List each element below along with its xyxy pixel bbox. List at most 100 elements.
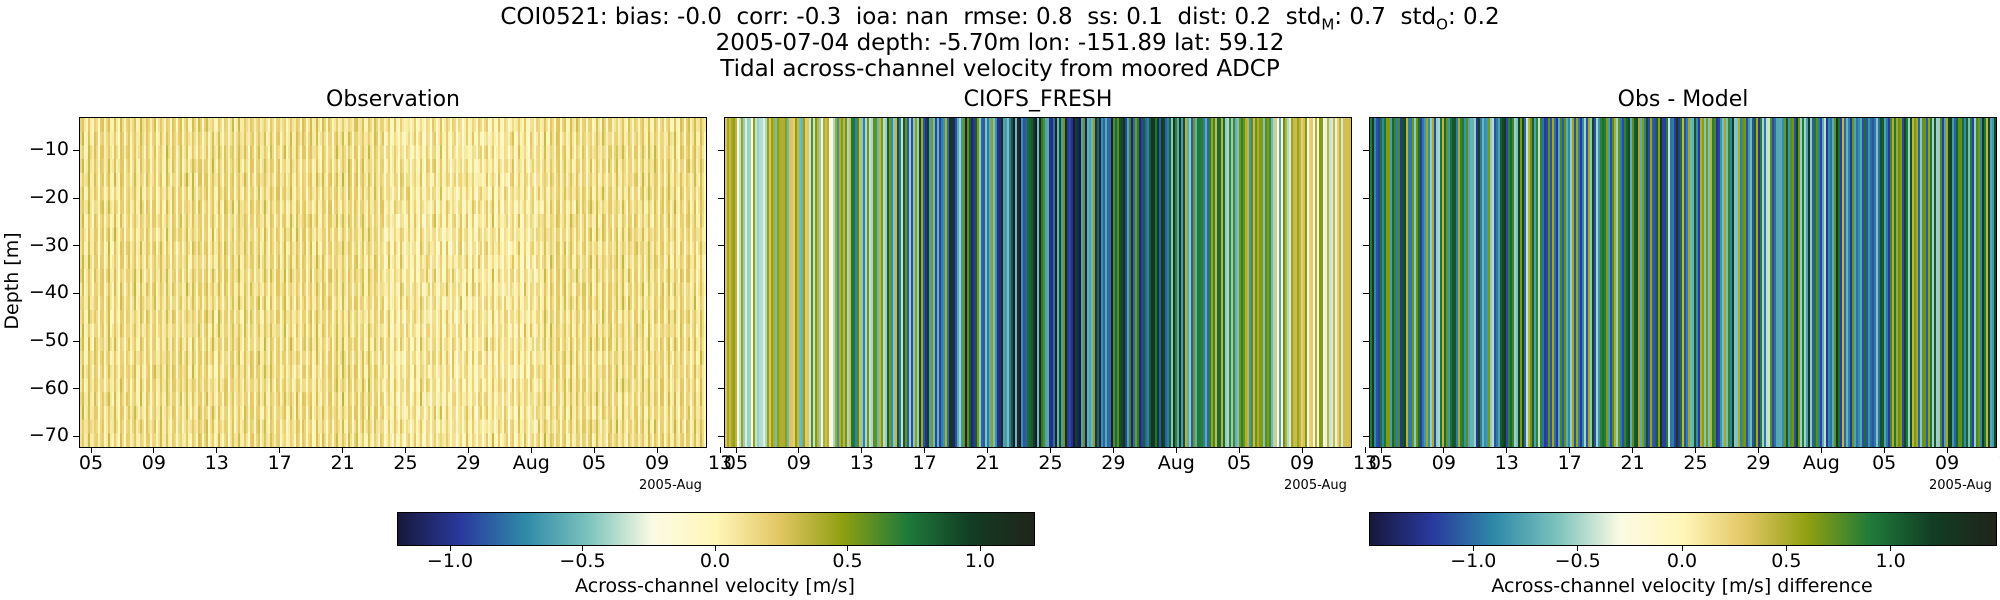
heatmap-cell — [178, 159, 181, 174]
heatmap-cell — [330, 186, 333, 201]
heatmap-cell — [152, 255, 155, 270]
heatmap-cell — [102, 419, 105, 434]
heatmap-cell — [326, 186, 329, 201]
heatmap-cell — [410, 255, 413, 270]
heatmap-cell — [170, 241, 173, 256]
heatmap-cell — [488, 392, 491, 407]
heatmap-cell — [338, 145, 341, 160]
heatmap-cell — [366, 145, 369, 160]
heatmap-cell — [456, 241, 459, 256]
heatmap-cell — [414, 378, 417, 393]
heatmap-cell — [440, 323, 443, 338]
heatmap-cell — [118, 351, 121, 366]
heatmap-cell — [326, 255, 329, 270]
heatmap-cell — [410, 118, 413, 133]
heatmap-cell — [428, 118, 431, 133]
heatmap-cell — [400, 186, 403, 201]
heatmap-cell — [226, 227, 229, 242]
heatmap-cell — [154, 378, 157, 393]
heatmap-cell — [344, 172, 347, 188]
heatmap-cell — [260, 323, 263, 338]
heatmap-cell — [236, 186, 239, 201]
heatmap-cell — [330, 296, 333, 311]
heatmap-cell — [220, 351, 223, 366]
heatmap-cell — [90, 419, 93, 434]
heatmap-cell — [424, 378, 427, 393]
heatmap-cell — [446, 159, 449, 174]
heatmap-cell — [146, 145, 149, 160]
heatmap-cell — [134, 172, 137, 188]
heatmap-cell — [490, 323, 493, 338]
heatmap-cell — [476, 419, 479, 434]
heatmap-cell — [396, 186, 399, 201]
heatmap-cell — [264, 227, 267, 242]
heatmap-cell — [476, 364, 479, 380]
heatmap-cell — [234, 200, 237, 215]
heatmap-cell — [290, 118, 293, 133]
heatmap-cell — [440, 296, 443, 311]
heatmap-cell — [326, 145, 329, 160]
heatmap-cell — [170, 296, 173, 311]
heatmap-cell — [380, 213, 383, 229]
heatmap-cell — [106, 213, 109, 229]
heatmap-cell — [244, 337, 247, 352]
heatmap-cell — [248, 118, 251, 133]
heatmap-cell — [164, 309, 167, 325]
heatmap-cell — [216, 255, 219, 270]
heatmap-cell — [230, 213, 233, 229]
heatmap-cell — [400, 405, 403, 421]
heatmap-cell — [96, 282, 99, 297]
heatmap-cell — [358, 255, 361, 270]
heatmap-cell — [214, 309, 217, 325]
heatmap-cell — [356, 282, 359, 297]
heatmap-cell — [234, 309, 237, 325]
heatmap-cell — [418, 282, 421, 297]
heatmap-cell — [174, 282, 177, 297]
heatmap-cell — [206, 241, 209, 256]
heatmap-cell — [250, 172, 253, 188]
heatmap-cell — [342, 118, 345, 133]
heatmap-cell — [212, 296, 215, 311]
heatmap-cell — [452, 118, 455, 133]
heatmap-cell — [160, 186, 163, 201]
heatmap-cell — [396, 323, 399, 338]
heatmap-cell — [462, 378, 465, 393]
heatmap-cell — [188, 131, 191, 147]
heatmap-cell — [358, 131, 361, 147]
heatmap-cell — [200, 405, 203, 421]
heatmap-cell — [192, 186, 195, 201]
heatmap-cell — [342, 241, 345, 256]
heatmap-cell — [242, 282, 245, 297]
heatmap-cell — [236, 255, 239, 270]
heatmap-cell — [80, 213, 83, 229]
heatmap-cell — [92, 159, 95, 174]
heatmap-cell — [492, 255, 495, 270]
heatmap-cell — [412, 309, 415, 325]
heatmap-cell — [210, 364, 213, 380]
heatmap-cell — [96, 268, 99, 284]
heatmap-cell — [448, 200, 451, 215]
heatmap-cell — [432, 186, 435, 201]
heatmap-cell — [488, 296, 491, 311]
heatmap-cell — [310, 268, 313, 284]
heatmap-cell — [262, 323, 265, 338]
heatmap-cell — [164, 337, 167, 352]
heatmap-cell — [300, 419, 303, 434]
heatmap-cell — [92, 296, 95, 311]
heatmap-cell — [494, 255, 497, 270]
heatmap-cell — [340, 159, 343, 174]
heatmap-cell — [186, 309, 189, 325]
heatmap-cell — [346, 323, 349, 338]
heatmap-cell — [180, 296, 183, 311]
heatmap-cell — [470, 255, 473, 270]
heatmap-cell — [284, 323, 287, 338]
heatmap-cell — [208, 282, 211, 297]
heatmap-cell — [400, 282, 403, 297]
heatmap-cell — [458, 337, 461, 352]
heatmap-cell — [196, 351, 199, 366]
heatmap-cell — [166, 378, 169, 393]
heatmap-cell — [148, 337, 151, 352]
heatmap-cell — [364, 433, 367, 447]
heatmap-cell — [224, 145, 227, 160]
heatmap-cell — [336, 309, 339, 325]
